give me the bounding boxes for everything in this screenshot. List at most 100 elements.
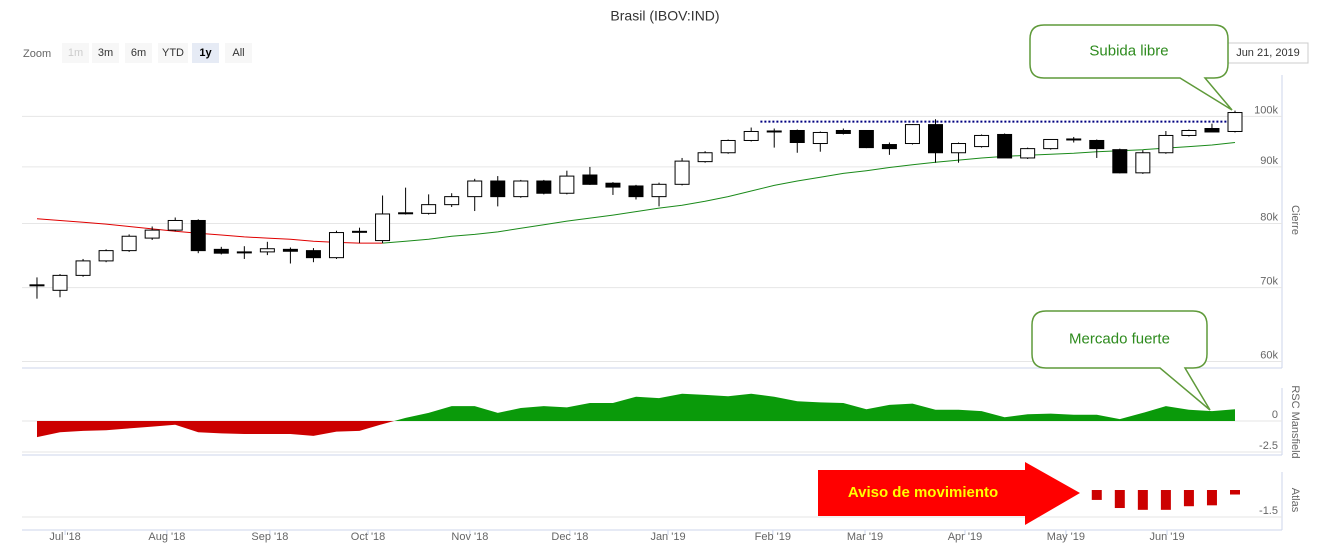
bar <box>1183 490 1194 507</box>
x-tick-label: Mar '19 <box>847 531 883 543</box>
y-tick-label: -2.5 <box>1259 440 1278 452</box>
candle-body <box>789 129 805 144</box>
candle-body <box>559 175 575 194</box>
zoom-button-label[interactable]: 3m <box>98 47 113 59</box>
candle-body <box>1158 134 1174 154</box>
candle-body <box>213 248 229 254</box>
bar <box>1137 490 1148 510</box>
callout-box <box>1029 24 1233 111</box>
warning-arrow <box>818 462 1080 525</box>
zoom-button[interactable] <box>92 43 119 63</box>
bar <box>1230 490 1241 495</box>
callout-text: Mercado fuerte <box>1069 330 1170 347</box>
candle-body <box>490 180 506 198</box>
candle-body <box>997 133 1013 159</box>
zoom-label: Zoom <box>23 48 51 60</box>
y-tick-label: 70k <box>1260 275 1278 287</box>
candle-body <box>444 196 460 206</box>
candle-body <box>1227 112 1243 132</box>
zoom-button-label[interactable]: 1m <box>68 47 83 59</box>
candle-body <box>1135 152 1151 174</box>
candle-body <box>305 250 321 259</box>
x-tick-label: Jan '19 <box>650 531 685 543</box>
candle-body <box>1043 138 1059 150</box>
candle-body <box>1020 148 1036 159</box>
y-tick-label: 60k <box>1260 349 1278 361</box>
warning-text: Aviso de movimiento <box>848 484 998 501</box>
zoom-button[interactable] <box>62 43 89 63</box>
y-axis-title: Atlas <box>1289 488 1301 513</box>
candle-body <box>651 183 667 198</box>
candle-body <box>951 143 967 154</box>
candle-body <box>881 144 897 150</box>
rsc-area <box>37 393 1235 438</box>
candle-body <box>513 180 529 198</box>
candle-body <box>259 248 275 253</box>
candle-body <box>674 160 690 185</box>
candle-body <box>697 152 713 163</box>
zoom-button-label[interactable]: 1y <box>199 47 212 59</box>
moving-average <box>382 142 1236 244</box>
zoom-button[interactable] <box>192 43 219 63</box>
bar <box>1160 490 1171 510</box>
candle-body <box>605 182 621 188</box>
candle-body <box>352 230 368 233</box>
x-tick-label: Dec '18 <box>551 531 588 543</box>
candle-body <box>743 130 759 141</box>
candle-body <box>167 219 183 231</box>
candle-body <box>190 219 206 252</box>
candle-body <box>812 131 828 145</box>
candle-body <box>904 124 920 145</box>
y-tick-label: -1.5 <box>1259 505 1278 517</box>
candle-body <box>328 232 344 259</box>
candle-body <box>858 129 874 149</box>
candle-body <box>282 248 298 252</box>
zoom-button-label[interactable]: 6m <box>131 47 146 59</box>
candle-body <box>236 251 252 254</box>
candle-body <box>144 229 160 239</box>
candle-body <box>974 134 990 148</box>
callout-box <box>1031 310 1211 411</box>
x-tick-label: May '19 <box>1047 531 1085 543</box>
zoom-button[interactable] <box>125 43 152 63</box>
moving-average <box>36 218 383 244</box>
candle-body <box>398 212 414 215</box>
candle-body <box>121 235 137 252</box>
x-tick-label: Nov '18 <box>451 531 488 543</box>
x-tick-label: Sep '18 <box>251 531 288 543</box>
candle-body <box>98 250 114 262</box>
x-tick-label: Oct '18 <box>351 531 386 543</box>
bar <box>1206 490 1217 506</box>
y-axis-title: RSC Mansfield <box>1289 385 1301 458</box>
zoom-button-label[interactable]: All <box>232 47 244 59</box>
bar <box>1114 490 1125 509</box>
candle-body <box>1089 139 1105 150</box>
bar <box>1091 490 1102 500</box>
candle-body <box>536 180 552 194</box>
candle-body <box>421 204 437 214</box>
candle-body <box>1181 129 1197 136</box>
date-text[interactable]: Jun 21, 2019 <box>1236 47 1300 59</box>
x-tick-label: Apr '19 <box>948 531 983 543</box>
candle-body <box>29 284 45 287</box>
x-tick-label: Aug '18 <box>148 531 185 543</box>
candle-body <box>927 124 943 154</box>
candle-body <box>1066 138 1082 141</box>
candle-body <box>628 185 644 198</box>
y-tick-label: 100k <box>1254 104 1278 116</box>
callout-text: Subida libre <box>1089 42 1168 59</box>
y-axis-title: Cierre <box>1289 205 1301 235</box>
y-tick-label: 80k <box>1260 211 1278 223</box>
candle-body <box>1112 149 1128 174</box>
candle-body <box>835 129 851 134</box>
zoom-button-label[interactable]: YTD <box>162 47 184 59</box>
x-tick-label: Feb '19 <box>755 531 791 543</box>
y-tick-label: 90k <box>1260 155 1278 167</box>
candle-body <box>1204 128 1220 133</box>
zoom-button[interactable] <box>225 43 252 63</box>
chart-title: Brasil (IBOV:IND) <box>610 8 719 24</box>
candle-body <box>582 174 598 185</box>
candle-body <box>52 274 68 291</box>
zoom-button[interactable] <box>158 43 188 63</box>
x-tick-label: Jun '19 <box>1149 531 1184 543</box>
